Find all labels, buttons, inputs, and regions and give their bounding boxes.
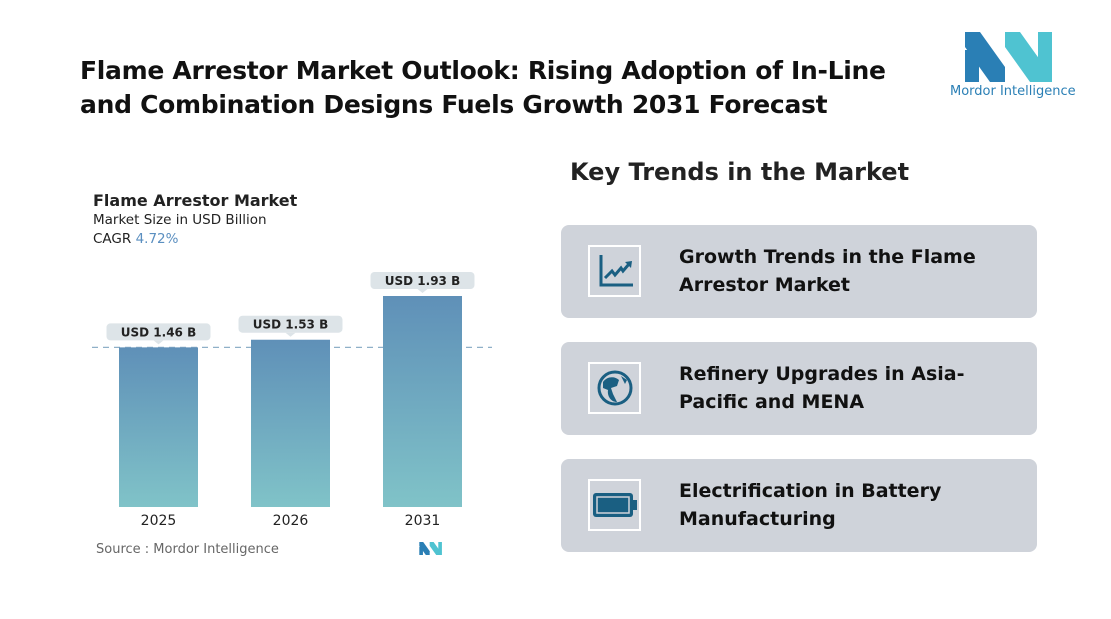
data-label-pointer xyxy=(417,289,428,293)
data-label: USD 1.53 B xyxy=(253,318,328,332)
trend-card: Refinery Upgrades in Asia-Pacific and ME… xyxy=(561,342,1037,435)
trends-heading: Key Trends in the Market xyxy=(570,158,910,186)
data-label-pointer xyxy=(153,340,164,345)
bar-2031 xyxy=(383,296,462,507)
trend-label: Refinery Upgrades in Asia-Pacific and ME… xyxy=(679,363,965,413)
mordor-logo xyxy=(965,32,1052,82)
chart-title: Flame Arrestor Market xyxy=(93,191,298,210)
x-tick-label: 2026 xyxy=(273,513,309,529)
data-label-bg xyxy=(106,323,211,341)
line-chart-icon xyxy=(588,245,641,297)
data-label: USD 1.46 B xyxy=(121,325,196,339)
x-tick-label: 2031 xyxy=(405,513,441,529)
chart-subtitle: Market Size in USD Billion xyxy=(93,212,267,228)
source-logo xyxy=(419,542,442,555)
cagr-label: CAGR xyxy=(93,231,132,247)
trend-card: Electrification in Battery Manufacturing xyxy=(561,459,1037,552)
data-label-bg xyxy=(370,272,475,289)
trend-label: Electrification in Battery Manufacturing xyxy=(679,480,942,530)
trend-label: Growth Trends in the Flame Arrestor Mark… xyxy=(679,246,976,296)
chart-source: Source : Mordor Intelligence xyxy=(96,542,279,557)
bar-2026 xyxy=(251,339,330,507)
trend-card: Growth Trends in the Flame Arrestor Mark… xyxy=(561,225,1037,318)
data-label-bg xyxy=(238,315,343,333)
globe-icon xyxy=(588,362,641,414)
bar-2025 xyxy=(119,347,198,507)
cagr-value: 4.72% xyxy=(135,231,179,247)
data-label-pointer xyxy=(285,332,296,337)
cagr: CAGR 4.72% xyxy=(93,231,178,247)
data-label: USD 1.93 B xyxy=(385,274,460,288)
bar-chart: USD 1.46 B 2025 USD 1.53 B 2026 USD 1.93 B 20… xyxy=(92,272,492,529)
page-title: Flame Arrestor Market Outlook: Rising Ad… xyxy=(80,56,886,119)
logo-text: Mordor Intelligence xyxy=(950,84,1076,99)
battery-icon xyxy=(588,479,641,531)
x-tick-label: 2025 xyxy=(141,513,177,529)
